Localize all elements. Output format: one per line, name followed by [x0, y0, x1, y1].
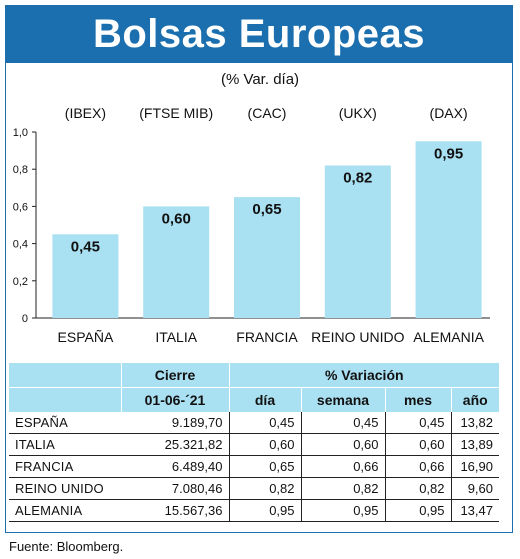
- row-dia: 0,60: [228, 433, 301, 456]
- data-label: 0,65: [252, 201, 281, 218]
- bar: [415, 141, 482, 318]
- index-label: (FTSE MIB): [139, 105, 213, 121]
- page-title: Bolsas Europeas: [92, 11, 426, 56]
- source-note: Fuente: Bloomberg.: [9, 539, 124, 554]
- row-ano: 16,90: [450, 455, 499, 478]
- y-tick-label: 0,4: [13, 239, 28, 251]
- market-table: Cierre % Variación 01-06-´21 día semana …: [9, 363, 499, 522]
- row-semana: 0,60: [300, 433, 385, 456]
- header-blank: [9, 363, 121, 388]
- row-dia: 0,45: [228, 412, 301, 434]
- row-semana: 0,66: [300, 455, 385, 478]
- table-row: ITALIA 25.321,82 0,60 0,60 0,60 13,89: [9, 433, 499, 456]
- table-row: ESPAÑA 9.189,70 0,45 0,45 0,45 13,82: [9, 412, 499, 434]
- row-semana: 0,82: [300, 477, 385, 500]
- y-tick-label: 0,6: [13, 201, 28, 213]
- x-tick-label: ESPAÑA: [58, 329, 114, 345]
- row-name: ESPAÑA: [9, 412, 121, 434]
- market-table-wrap: Cierre % Variación 01-06-´21 día semana …: [9, 363, 499, 522]
- data-label: 0,60: [162, 210, 191, 227]
- title-bar: Bolsas Europeas: [5, 5, 513, 63]
- row-mes: 0,82: [384, 477, 451, 500]
- row-semana: 0,95: [300, 499, 385, 522]
- row-name: ALEMANIA: [9, 499, 121, 522]
- bar: [234, 197, 300, 318]
- row-name: FRANCIA: [9, 455, 121, 478]
- y-tick-label: 0,2: [13, 276, 28, 288]
- x-tick-label: ITALIA: [155, 329, 197, 345]
- header-semana: semana: [300, 387, 385, 412]
- bar: [324, 165, 391, 318]
- row-ano: 9,60: [450, 477, 499, 500]
- row-dia: 0,82: [228, 477, 301, 500]
- row-cierre: 25.321,82: [121, 433, 229, 456]
- header-date: 01-06-´21: [120, 387, 229, 412]
- row-ano: 13,47: [450, 499, 499, 522]
- header-variacion: % Variación: [228, 363, 499, 388]
- chart-subtitle: (% Var. día): [220, 71, 300, 88]
- data-label: 0,45: [71, 238, 100, 255]
- bar: [52, 234, 119, 318]
- row-dia: 0,65: [228, 455, 301, 478]
- header-blank-2: [9, 387, 121, 412]
- row-cierre: 15.567,36: [121, 499, 229, 522]
- header-ano: año: [450, 387, 499, 412]
- bar-chart: 0 0,2 0,4 0,6 0,8 1,0 0,45 (IBEX) ESPAÑA 0,60 (FTS…: [13, 105, 490, 345]
- row-cierre: 6.489,40: [121, 455, 229, 478]
- row-name: ITALIA: [9, 433, 121, 456]
- data-label: 0,82: [343, 169, 372, 186]
- row-mes: 0,66: [384, 455, 451, 478]
- header-cierre: Cierre: [120, 363, 229, 388]
- index-label: (CAC): [248, 105, 287, 121]
- table-row: FRANCIA 6.489,40 0,65 0,66 0,66 16,90: [9, 455, 499, 478]
- row-mes: 0,95: [384, 499, 451, 522]
- y-tick-label: 0,8: [13, 164, 28, 176]
- index-label: (IBEX): [65, 105, 106, 121]
- row-cierre: 9.189,70: [121, 412, 229, 434]
- row-ano: 13,82: [450, 412, 499, 434]
- index-label: (UKX): [339, 105, 377, 121]
- x-tick-label: ALEMANIA: [413, 329, 484, 345]
- row-mes: 0,45: [384, 412, 451, 434]
- data-label: 0,95: [434, 145, 463, 162]
- y-tick-label: 0: [22, 313, 28, 325]
- table-row: ALEMANIA 15.567,36 0,95 0,95 0,95 13,47: [9, 499, 499, 522]
- row-semana: 0,45: [300, 412, 385, 434]
- header-dia: día: [228, 387, 301, 412]
- x-tick-label: REINO UNIDO: [311, 329, 404, 345]
- table-row: REINO UNIDO 7.080,46 0,82 0,82 0,82 9,60: [9, 477, 499, 500]
- row-mes: 0,60: [384, 433, 451, 456]
- index-label: (DAX): [430, 105, 468, 121]
- row-name: REINO UNIDO: [9, 477, 121, 500]
- row-ano: 13,89: [450, 433, 499, 456]
- row-cierre: 7.080,46: [121, 477, 229, 500]
- bar: [143, 206, 210, 318]
- row-dia: 0,95: [228, 499, 301, 522]
- x-tick-label: FRANCIA: [236, 329, 298, 345]
- y-tick-label: 1,0: [13, 127, 28, 139]
- header-mes: mes: [384, 387, 451, 412]
